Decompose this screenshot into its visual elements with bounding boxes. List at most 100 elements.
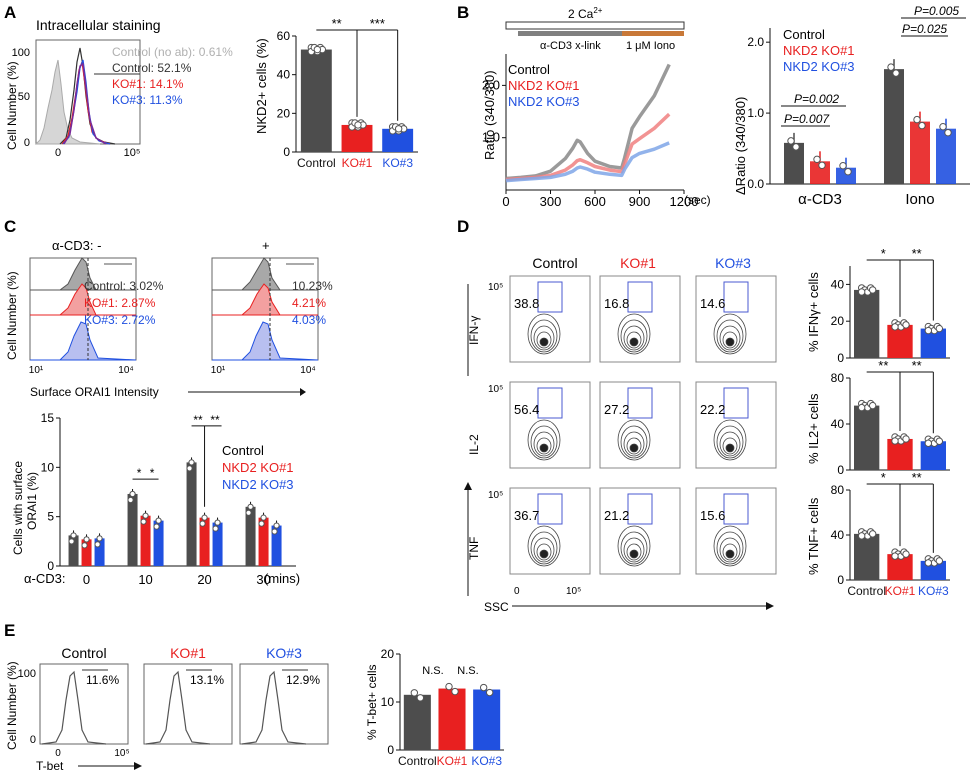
data-dot: [868, 286, 877, 294]
flow-contour: [539, 337, 549, 347]
flow-contour: [539, 549, 549, 559]
panel-c-hist-minus-control: [30, 257, 136, 291]
data-dot: [83, 536, 90, 543]
panel-c-bar-ylabel: Cells with surface: [11, 461, 25, 555]
flow-plot-frame: [695, 381, 777, 469]
panel-b-bar-legend-ko1: NKD2 KO#1: [783, 43, 855, 58]
data-dot: [844, 167, 852, 176]
panel-d-flow-grid: Control KO#1 KO#3 IFN-γ IL-2 TNF 10⁵ 10⁵…: [464, 255, 777, 614]
data-dot: [924, 326, 933, 335]
panel-e-ylabel: Cell Number (%): [5, 661, 19, 750]
bar: [300, 49, 332, 152]
bar: [258, 517, 269, 566]
x-tick-label: 900: [629, 194, 651, 209]
data-dot: [247, 503, 254, 510]
data-dot: [857, 288, 866, 296]
panel-a-title: Intracellular staining: [36, 17, 161, 33]
sig-mark: **: [878, 358, 888, 373]
data-dot: [271, 528, 278, 535]
data-dot: [924, 439, 933, 447]
data-dot: [792, 143, 800, 151]
bar: [784, 142, 804, 184]
flow-contour: [725, 549, 735, 559]
panel-a-xtick: 0: [55, 147, 61, 159]
panel-e-hist-frame: [239, 663, 329, 745]
sig-mark: *: [881, 470, 886, 485]
bar: [473, 689, 501, 750]
panel-e-ytick: 100: [18, 668, 36, 680]
x-tick-label: 600: [584, 194, 606, 209]
flow-contour: [716, 531, 744, 565]
flow-contour: [629, 443, 639, 453]
bar: [936, 128, 956, 184]
sig-mark: **: [193, 413, 203, 427]
x-tick-label: 20: [197, 572, 211, 587]
panel-a-ytick: 0: [24, 137, 30, 149]
x-tick-label: KO#3: [471, 754, 502, 768]
data-dot: [924, 559, 933, 567]
x-tick-label: KO#3: [382, 156, 413, 170]
panel-d-xlabel: SSC: [484, 600, 509, 614]
y-tick-label: 80: [831, 371, 845, 385]
sig-mark: **: [332, 16, 342, 31]
panel-label-c: C: [4, 217, 16, 236]
x-tick-label: KO#1: [437, 754, 468, 768]
y-tick-label: 5: [47, 510, 54, 524]
panel-d-row-marker: TNF: [467, 537, 481, 560]
panel-c-arrow-head: [300, 388, 306, 396]
y-tick-label: 0: [283, 145, 290, 159]
panel-d-xtick: 10⁵: [566, 586, 581, 597]
bar: [854, 405, 880, 470]
flow-gate: [723, 493, 749, 525]
y-tick-label: 20: [831, 314, 845, 328]
flow-contour: [629, 549, 639, 559]
panel-label-b: B: [457, 3, 469, 22]
series-line: [505, 63, 671, 181]
y-axis-label: % IFNγ+ cells: [806, 272, 821, 352]
panel-a-legend-ko3: KO#3: 11.3%: [112, 93, 183, 107]
bar: [884, 69, 904, 184]
panel-e-bar-ylabel: % T-bet+ cells: [365, 665, 379, 740]
panel-c-hist-plus-ko3: [212, 321, 319, 361]
y-tick-label: 40: [831, 528, 845, 542]
panel-e-xlabel: T-bet: [36, 759, 64, 773]
panel-b-timecourse: 2 Ca2+ α-CD3 x-link 1 μM Iono Ratio (340…: [482, 6, 711, 207]
data-dot: [410, 689, 419, 697]
panel-c-bar-ylabel: ORAI1 (%): [25, 472, 39, 530]
panel-a-ytick: 100: [12, 47, 30, 59]
data-dot: [416, 694, 425, 702]
panel-b-pvalue: P=0.005: [914, 4, 959, 18]
panel-b-bar-legend-control: Control: [783, 27, 825, 42]
sig-mark: *: [881, 246, 886, 261]
panel-e-pct-ko1: 13.1%: [190, 673, 224, 687]
data-dot: [313, 45, 322, 54]
y-tick-label: 10: [381, 695, 395, 709]
flow-contour: [620, 425, 648, 459]
flow-percentage: 16.8: [604, 296, 629, 311]
sig-mark: ***: [370, 16, 385, 31]
panel-b-ca-sup: 2+: [593, 6, 602, 15]
flow-contour: [623, 325, 645, 351]
data-dot: [868, 530, 877, 538]
panel-a-hist-overlay: [63, 62, 107, 145]
data-dot: [155, 517, 162, 524]
panel-c-xtick: 10⁴: [300, 365, 315, 376]
data-dot: [214, 519, 221, 526]
data-dot: [891, 552, 899, 560]
sig-mark: *: [150, 466, 155, 480]
panel-c-stat-plus-control: 10.23%: [292, 279, 333, 293]
data-dot: [445, 682, 453, 691]
flow-contour: [719, 431, 741, 457]
flow-contour: [722, 331, 738, 349]
flow-plot-frame: [599, 275, 681, 363]
panel-b-iono-label: 1 μM Iono: [626, 40, 675, 52]
flow-percentage: 56.4: [514, 402, 539, 417]
data-dot: [918, 121, 926, 130]
y-axis-label: NKD2+ cells (%): [254, 38, 269, 134]
flow-percentage: 27.2: [604, 402, 629, 417]
panel-label-e: E: [4, 621, 15, 640]
panel-b-xlink-bar: [518, 31, 622, 36]
panel-b-legend-ko1: NKD2 KO#1: [508, 78, 580, 93]
bar: [271, 525, 282, 566]
y-axis-label: % IL2+ cells: [806, 393, 821, 464]
